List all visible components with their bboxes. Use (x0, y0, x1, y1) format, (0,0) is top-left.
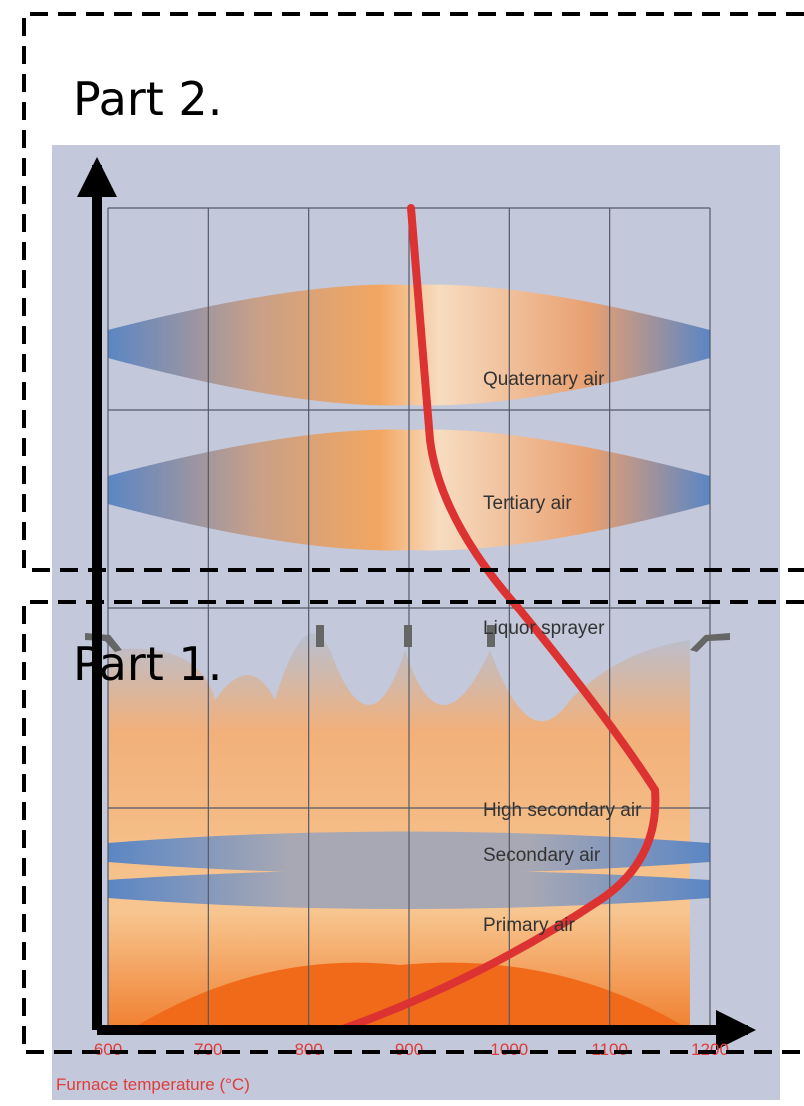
air-label: Tertiary air (483, 493, 572, 514)
x-tick-label: 1000 (490, 1040, 528, 1059)
page: {"parts": ["Part 2.", "Part 1."], "label… (0, 0, 804, 1106)
air-label: Quaternary air (483, 369, 605, 390)
air-label: Primary air (483, 915, 576, 936)
air-label: High secondary air (483, 800, 642, 821)
air-label: Liquor sprayer (483, 618, 605, 639)
x-tick-label: 1100 (591, 1040, 628, 1059)
x-tick-label: 900 (395, 1040, 423, 1059)
x-tick-label: 800 (294, 1040, 322, 1059)
part-label: Part 1. (73, 637, 222, 691)
x-tick-label: 1200 (691, 1040, 729, 1059)
x-tick-label: 700 (194, 1040, 222, 1059)
diagram: Quaternary air Tertiary air Liquor spray… (0, 0, 804, 1106)
x-tick-label: 600 (94, 1040, 122, 1059)
air-label: Secondary air (483, 845, 601, 866)
part-label: Part 2. (73, 72, 222, 126)
axis-title: Furnace temperature (°C) (56, 1075, 250, 1094)
